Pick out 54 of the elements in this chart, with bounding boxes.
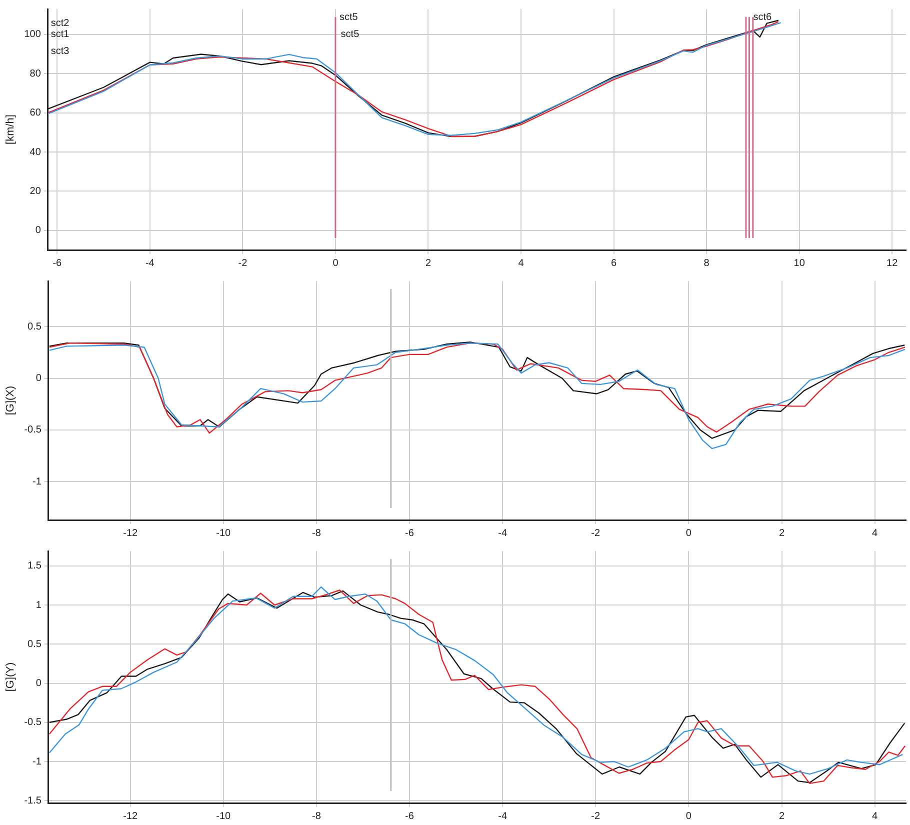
x-tick-label: 0 [686,810,692,822]
x-tick-label: 4 [518,258,524,269]
y-tick-label: -1 [32,476,42,488]
ref-line-label: sct6 [753,12,772,23]
y-tick-label: 80 [30,68,42,80]
x-tick-label: 2 [425,258,432,269]
x-tick-label: 2 [778,528,785,539]
x-tick-label: -2 [591,810,601,822]
x-tick-label: -4 [498,528,508,539]
x-tick-label: -12 [123,810,138,822]
x-tick-label: -4 [145,258,155,269]
y-tick-label: 20 [30,186,42,197]
x-tick-label: -12 [123,528,138,539]
annotation: sct2 [50,18,70,29]
x-tick-label: 10 [794,258,806,269]
x-tick-label: 0 [686,528,692,539]
y-axis-title: [G](X) [4,386,17,416]
x-tick-label: 4 [872,528,878,539]
x-tick-label: 4 [872,810,878,822]
y-tick-label: 1.5 [28,560,42,572]
x-tick-label: 2 [778,810,785,822]
x-tick-label: -4 [498,810,508,822]
y-tick-label: -1.5 [24,795,42,806]
y-tick-label: 0 [36,373,42,384]
x-tick-label: -6 [52,258,62,269]
y-tick-label: -0.5 [24,717,42,728]
y-tick-label: 0 [35,225,42,236]
x-tick-label: -10 [216,528,232,539]
x-tick-label: -10 [216,810,232,822]
annotation: sct1 [50,28,70,40]
x-tick-label: -6 [405,810,414,822]
x-tick-label: -6 [405,528,414,539]
x-tick-label: 8 [704,258,710,269]
y-tick-label: 40 [30,146,42,158]
x-tick-label: 0 [332,258,339,269]
y-axis-title: [G](Y) [4,662,17,692]
x-tick-label: 12 [886,258,898,269]
y-tick-label: 0.5 [28,321,42,332]
x-tick-label: -2 [238,258,248,269]
annotation: sct3 [50,46,70,57]
x-tick-label: -2 [591,528,601,539]
x-tick-label: 6 [610,258,617,269]
y-tick-label: -0.5 [24,424,42,436]
y-tick-label: -1 [32,756,42,768]
y-tick-label: 1 [36,600,42,611]
ref-line-label: sct5 [339,12,358,23]
y-tick-label: 100 [24,29,42,40]
y-axis-title: [km/h] [4,114,17,144]
y-tick-label: 60 [30,108,42,119]
x-tick-label: -8 [312,810,322,822]
x-tick-label: -8 [312,528,322,539]
y-tick-label: 0.5 [28,638,42,650]
y-tick-label: 0 [36,678,42,690]
annotation: sct5 [340,29,360,40]
